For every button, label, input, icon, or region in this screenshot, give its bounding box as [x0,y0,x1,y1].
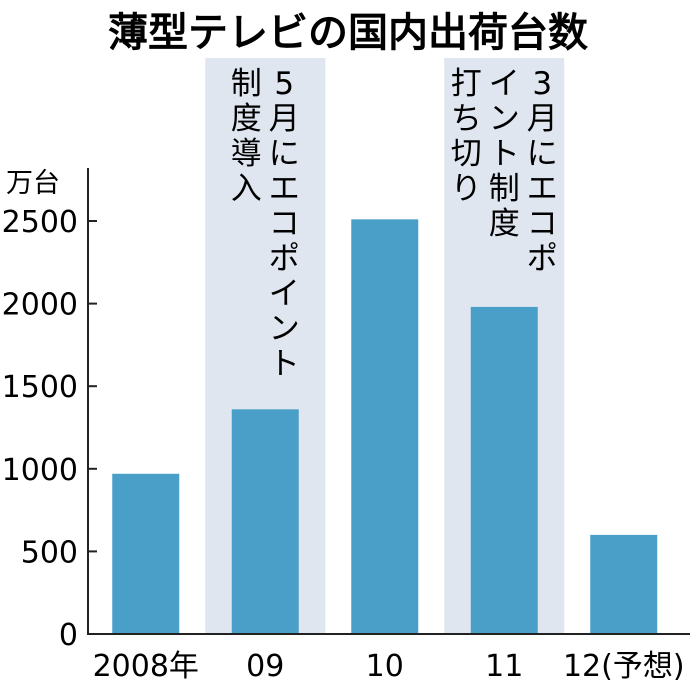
annotation-2-column-3: 打ち切り [451,66,482,207]
x-tick-label-2: 09 [246,649,284,684]
x-tick-labels: 2008年 09 10 11 12(予想) [93,649,685,684]
y-tick-labels: 0 500 1000 1500 2000 2500 [2,205,78,653]
bar-2 [231,409,299,634]
bar-3 [351,219,419,634]
x-tick-label-4: 11 [485,649,523,684]
bar-1 [112,473,180,634]
chart-title: 薄型テレビの国内出荷台数 [108,10,588,56]
y-tick-label-2000: 2000 [2,288,78,323]
y-tick-label-1000: 1000 [2,453,78,488]
y-axis-unit: 万台 [6,168,60,199]
annotation-2-column-2: イント制度 [489,66,520,242]
y-tick-label-0: 0 [59,618,78,653]
x-tick-label-5: 12(予想) [563,649,685,684]
bar-5 [590,534,658,634]
y-tick-label-1500: 1500 [2,370,78,405]
x-tick-label-3: 10 [366,649,404,684]
y-tick-label-500: 500 [21,535,78,570]
x-tick-label-1: 2008年 [93,649,199,684]
bars [112,219,658,634]
y-tick-label-2500: 2500 [2,205,78,240]
annotation-2-column-1: 3 月にエコポ [527,66,558,277]
annotation-1-column-2: 制度導入 [231,66,262,207]
axes [87,168,690,635]
annotation-1-column-1: 5 月にエコポイント [269,66,300,382]
bar-4 [470,306,538,634]
